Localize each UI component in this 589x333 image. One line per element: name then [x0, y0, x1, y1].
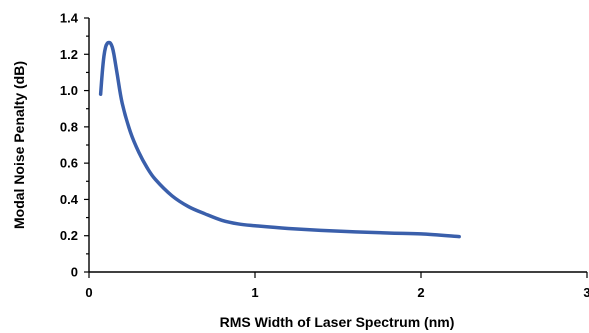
series-line: [98, 40, 461, 239]
y-axis-title-group: Modal Noise Penalty (dB): [11, 61, 27, 229]
x-axis-title: RMS Width of Laser Spectrum (nm): [220, 314, 455, 330]
y-tick-label: 0.2: [60, 228, 78, 243]
y-tick-label: 0.6: [60, 156, 78, 171]
y-tick-label: 1.2: [60, 47, 78, 62]
y-axis-title: Modal Noise Penalty (dB): [11, 61, 27, 229]
x-tick-label: 3: [583, 285, 589, 300]
x-tick-label: 2: [417, 285, 424, 300]
y-tick-label: 0.8: [60, 119, 78, 134]
x-tick-label: 0: [85, 285, 92, 300]
y-tick-label: 0: [71, 265, 78, 280]
y-tick-label: 1.0: [60, 83, 78, 98]
y-tick-label: 0.4: [60, 192, 79, 207]
series-group: [98, 40, 461, 239]
y-tick-label: 1.4: [60, 11, 79, 26]
ticks: 0 0.2 0.4 0.6 0.8 1.0 1.2 1.4 0 1 2 3: [60, 11, 589, 301]
x-tick-label: 1: [251, 285, 258, 300]
axes: [88, 18, 587, 273]
